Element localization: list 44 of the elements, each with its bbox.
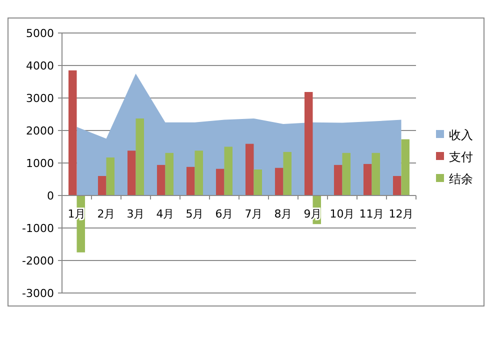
- bar: [274, 168, 284, 196]
- y-tick-label: 5000: [26, 27, 54, 40]
- bar: [156, 164, 166, 196]
- legend-label: 收入: [449, 128, 473, 142]
- legend-label: 结余: [449, 172, 473, 186]
- bar: [392, 176, 402, 196]
- y-tick-label: 4000: [26, 60, 54, 72]
- bar: [342, 152, 351, 196]
- bar: [194, 150, 204, 196]
- x-tick-label: 12月: [388, 208, 414, 220]
- bar: [254, 170, 262, 196]
- bar: [68, 70, 77, 196]
- x-tick-label: 8月: [274, 208, 292, 220]
- legend-label: 支付: [449, 150, 473, 164]
- bar: [136, 118, 144, 196]
- bar: [334, 164, 342, 196]
- bar: [106, 157, 115, 196]
- y-tick-label: 2000: [26, 124, 54, 138]
- bar: [401, 139, 410, 196]
- x-tick-label: 5月: [186, 208, 204, 220]
- bar: [304, 92, 313, 196]
- y-tick-label: 1000: [26, 157, 54, 170]
- y-tick-label: -1000: [22, 222, 54, 235]
- bar: [363, 164, 372, 196]
- y-tick-label: 3000: [26, 92, 54, 105]
- x-tick-label: 7月: [244, 208, 263, 220]
- bar: [216, 168, 224, 196]
- bar: [186, 166, 195, 196]
- x-tick-label: 2月: [97, 208, 116, 220]
- y-tick-label: 0: [47, 190, 54, 202]
- bar: [372, 152, 380, 196]
- bar: [245, 144, 254, 196]
- bar: [127, 150, 136, 196]
- bar: [224, 146, 233, 196]
- x-tick-label: 11月: [359, 208, 384, 220]
- x-tick-label: 3月: [126, 208, 145, 220]
- bar: [283, 152, 292, 196]
- x-tick-label: 10月: [330, 208, 355, 220]
- x-tick-label: 4月: [156, 208, 174, 220]
- y-tick-label: -2000: [22, 254, 54, 268]
- bar: [98, 176, 106, 196]
- y-tick-label: -3000: [22, 287, 54, 300]
- x-tick-label: 6月: [215, 208, 234, 220]
- bar: [165, 152, 174, 196]
